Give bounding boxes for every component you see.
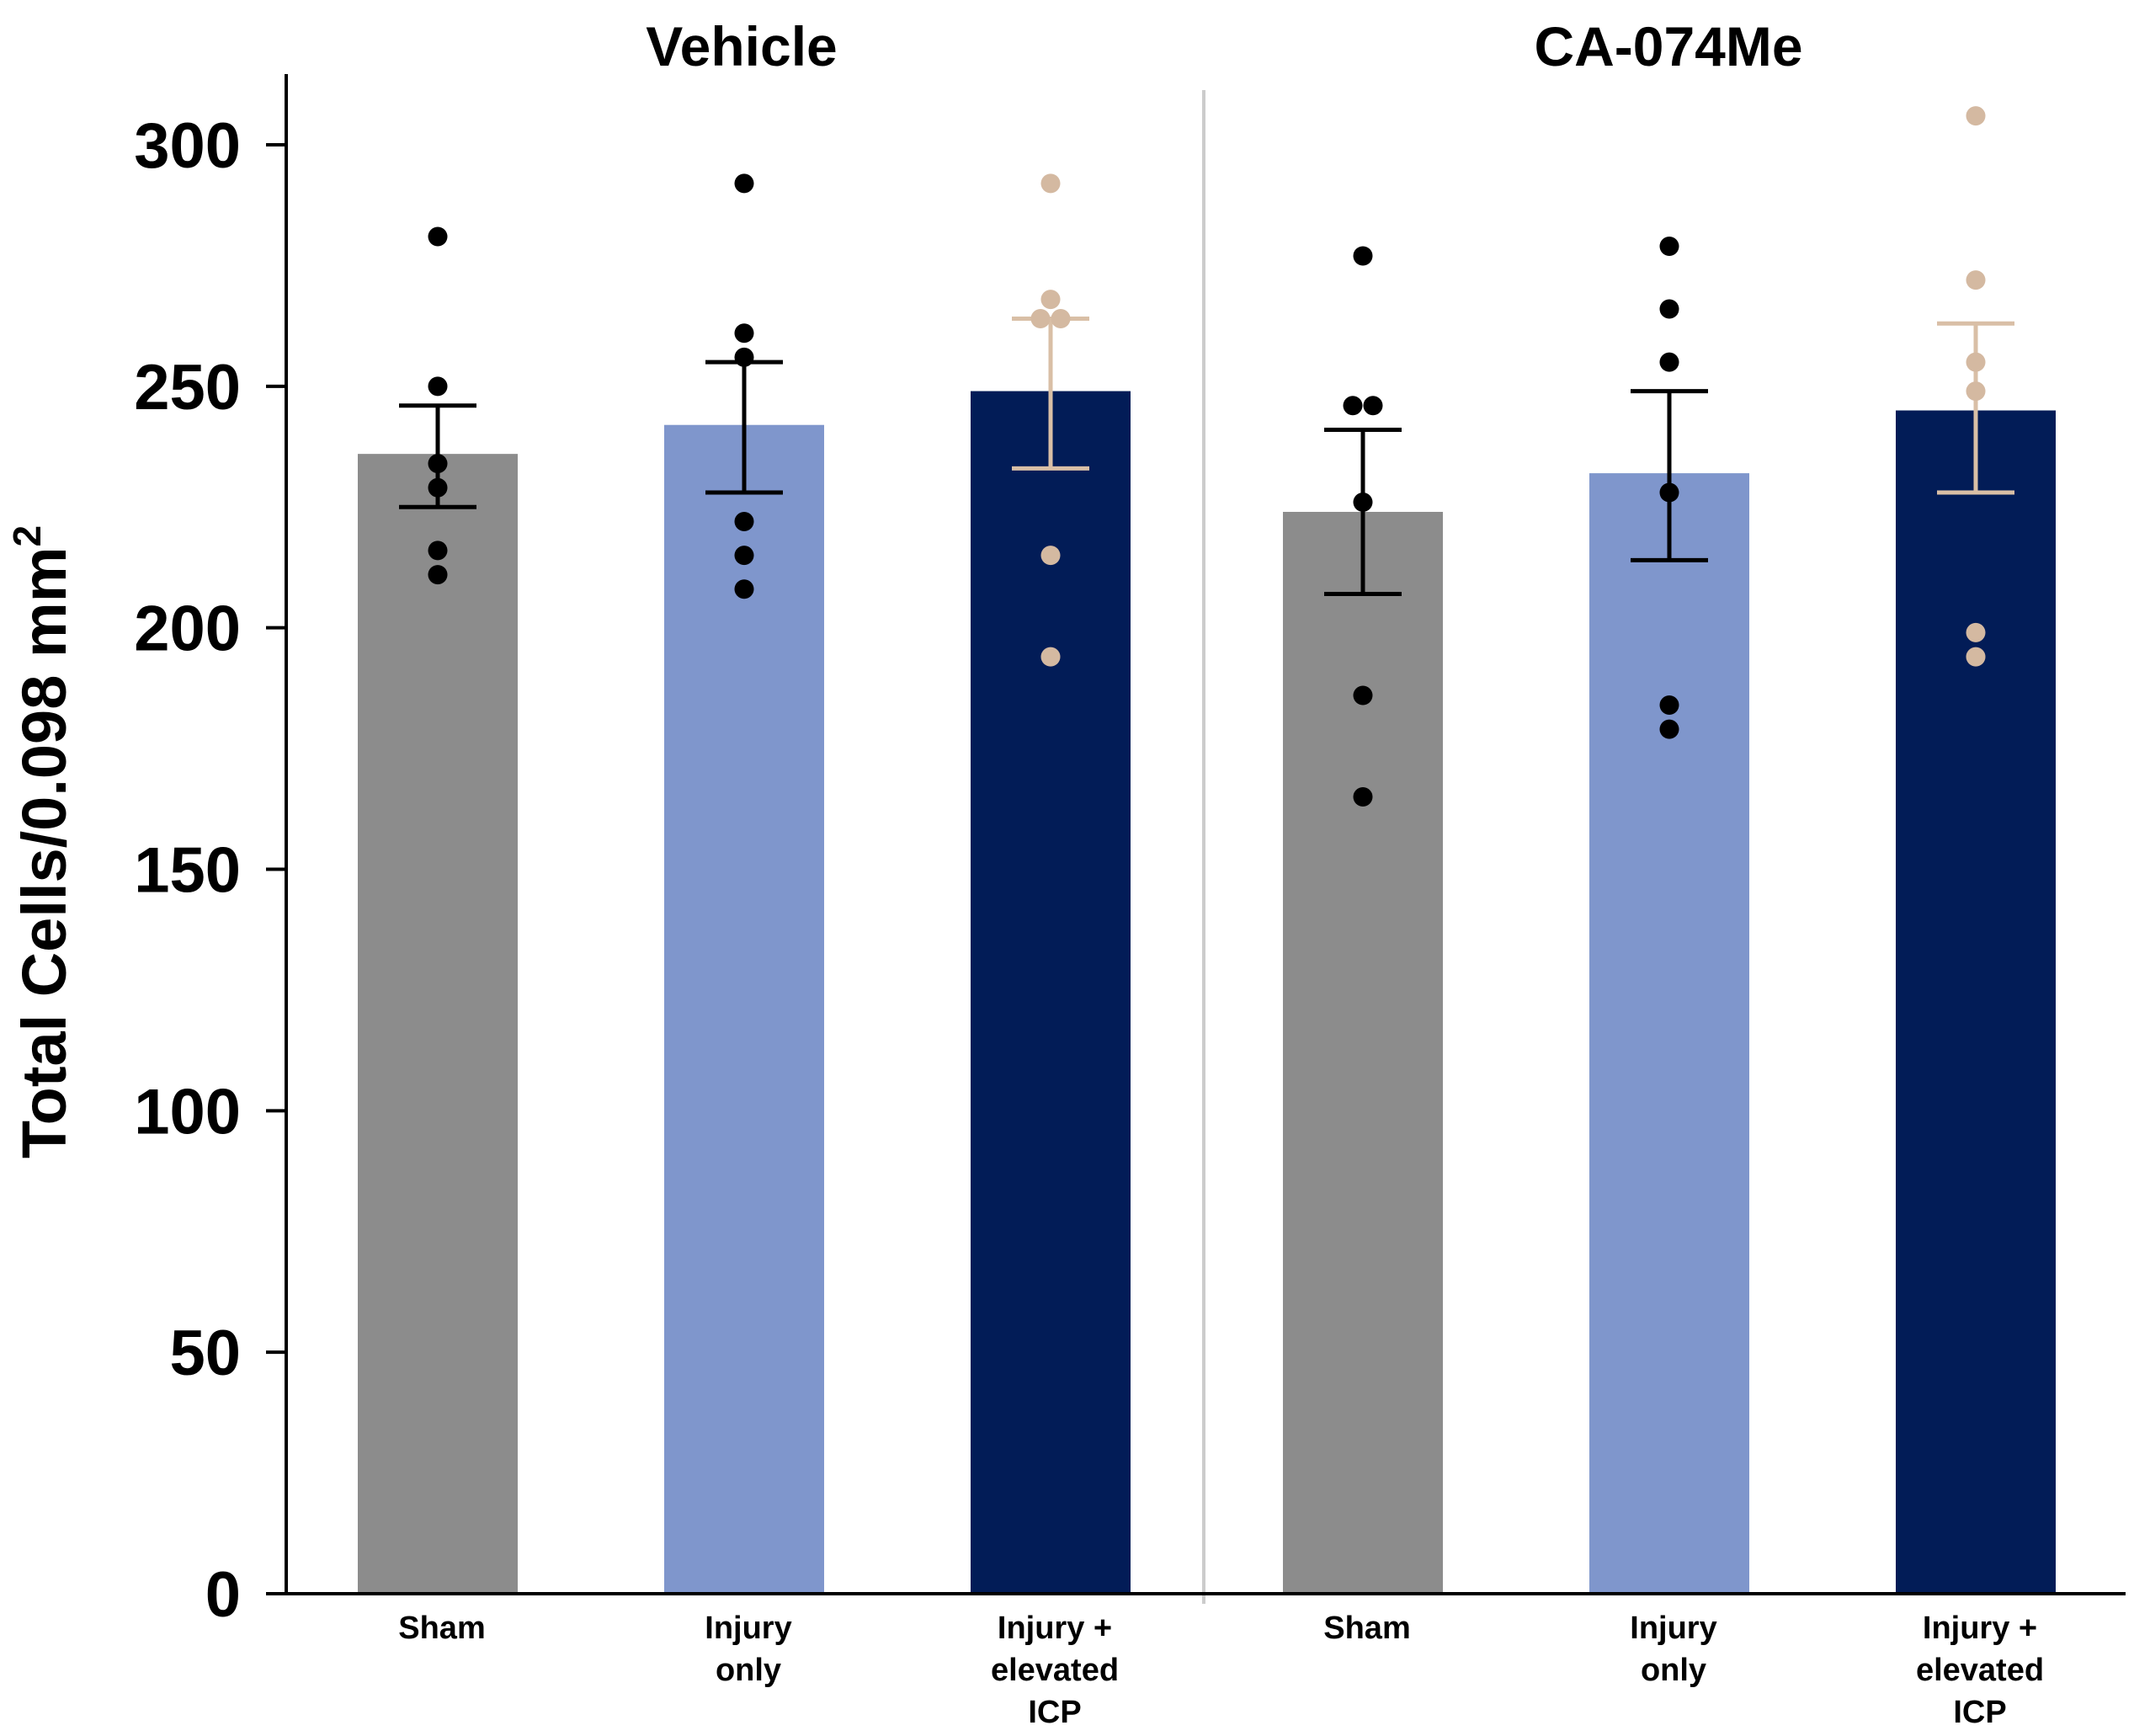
category-labels-layer: Sham Injury only Injury + elevated ICP Sham Inj… [398,1611,2044,1730]
data-point [1040,173,1061,194]
category-label: Injury + [998,1611,1112,1646]
data-point [1353,246,1373,266]
group-title: Vehicle [646,15,838,77]
data-point [1040,290,1061,310]
data-point [1353,493,1373,513]
bar [1589,473,1749,1595]
data-point [1353,786,1373,807]
data-point [1659,719,1679,739]
data-point [428,376,448,397]
data-point [1343,396,1363,416]
y-axis-label-superscript: 2 [5,525,49,547]
bar [664,424,824,1594]
data-point [1659,299,1679,319]
data-point [1659,482,1679,503]
category-label: Sham [1323,1611,1410,1646]
data-point [734,323,754,343]
data-point [1659,695,1679,715]
data-point [734,546,754,566]
data-point [1659,236,1679,256]
data-point [428,541,448,561]
group-title: CA-074Me [1534,15,1802,77]
category-label: only [716,1653,781,1688]
y-ticks-layer: 0 50 100 150 200 250 300 [134,110,286,1631]
data-point [1966,622,1986,642]
data-point [428,226,448,247]
category-label: elevated [1916,1653,2044,1688]
data-point [1966,647,1986,667]
y-tick-label: 300 [134,110,241,182]
bar [971,391,1131,1594]
bar [1283,511,1443,1594]
data-point [1363,396,1383,416]
y-tick-label: 100 [134,1076,241,1148]
data-point [734,347,754,367]
category-label: ICP [1953,1695,2006,1730]
category-label: Injury [1630,1611,1716,1646]
data-point [734,173,754,194]
data-point [1966,270,1986,290]
data-point [734,579,754,599]
category-label: Injury + [1923,1611,2037,1646]
y-tick-label: 50 [169,1318,241,1389]
bar [1896,410,2056,1595]
y-tick-label: 250 [134,352,241,423]
error-bars-layer [399,317,2014,597]
data-point [734,511,754,531]
data-point [428,565,448,585]
data-point [1353,685,1373,706]
category-label: ICP [1028,1695,1081,1730]
y-tick-label: 200 [134,594,241,665]
y-axis-label: Total Cells/0.098 mm2 [5,525,79,1158]
data-point [1040,546,1061,566]
category-label: Sham [398,1611,485,1646]
y-tick-label: 150 [134,835,241,907]
category-label: Injury [705,1611,791,1646]
data-points-layer [428,106,1986,807]
data-point [1966,106,1986,126]
data-point [428,454,448,474]
data-point [1030,309,1051,329]
data-point [1659,352,1679,372]
data-point [1040,647,1061,667]
y-axis-label-main: Total Cells/0.098 mm [9,546,79,1158]
bar [358,454,518,1594]
data-point [1966,352,1986,372]
bars-layer [358,391,2056,1595]
group-titles-layer: Vehicle CA-074Me [646,15,1802,77]
category-label: only [1641,1653,1706,1688]
data-point [1966,381,1986,402]
data-point [428,477,448,498]
y-tick-label: 0 [205,1559,241,1631]
category-label: elevated [991,1653,1119,1688]
data-point [1051,309,1071,329]
